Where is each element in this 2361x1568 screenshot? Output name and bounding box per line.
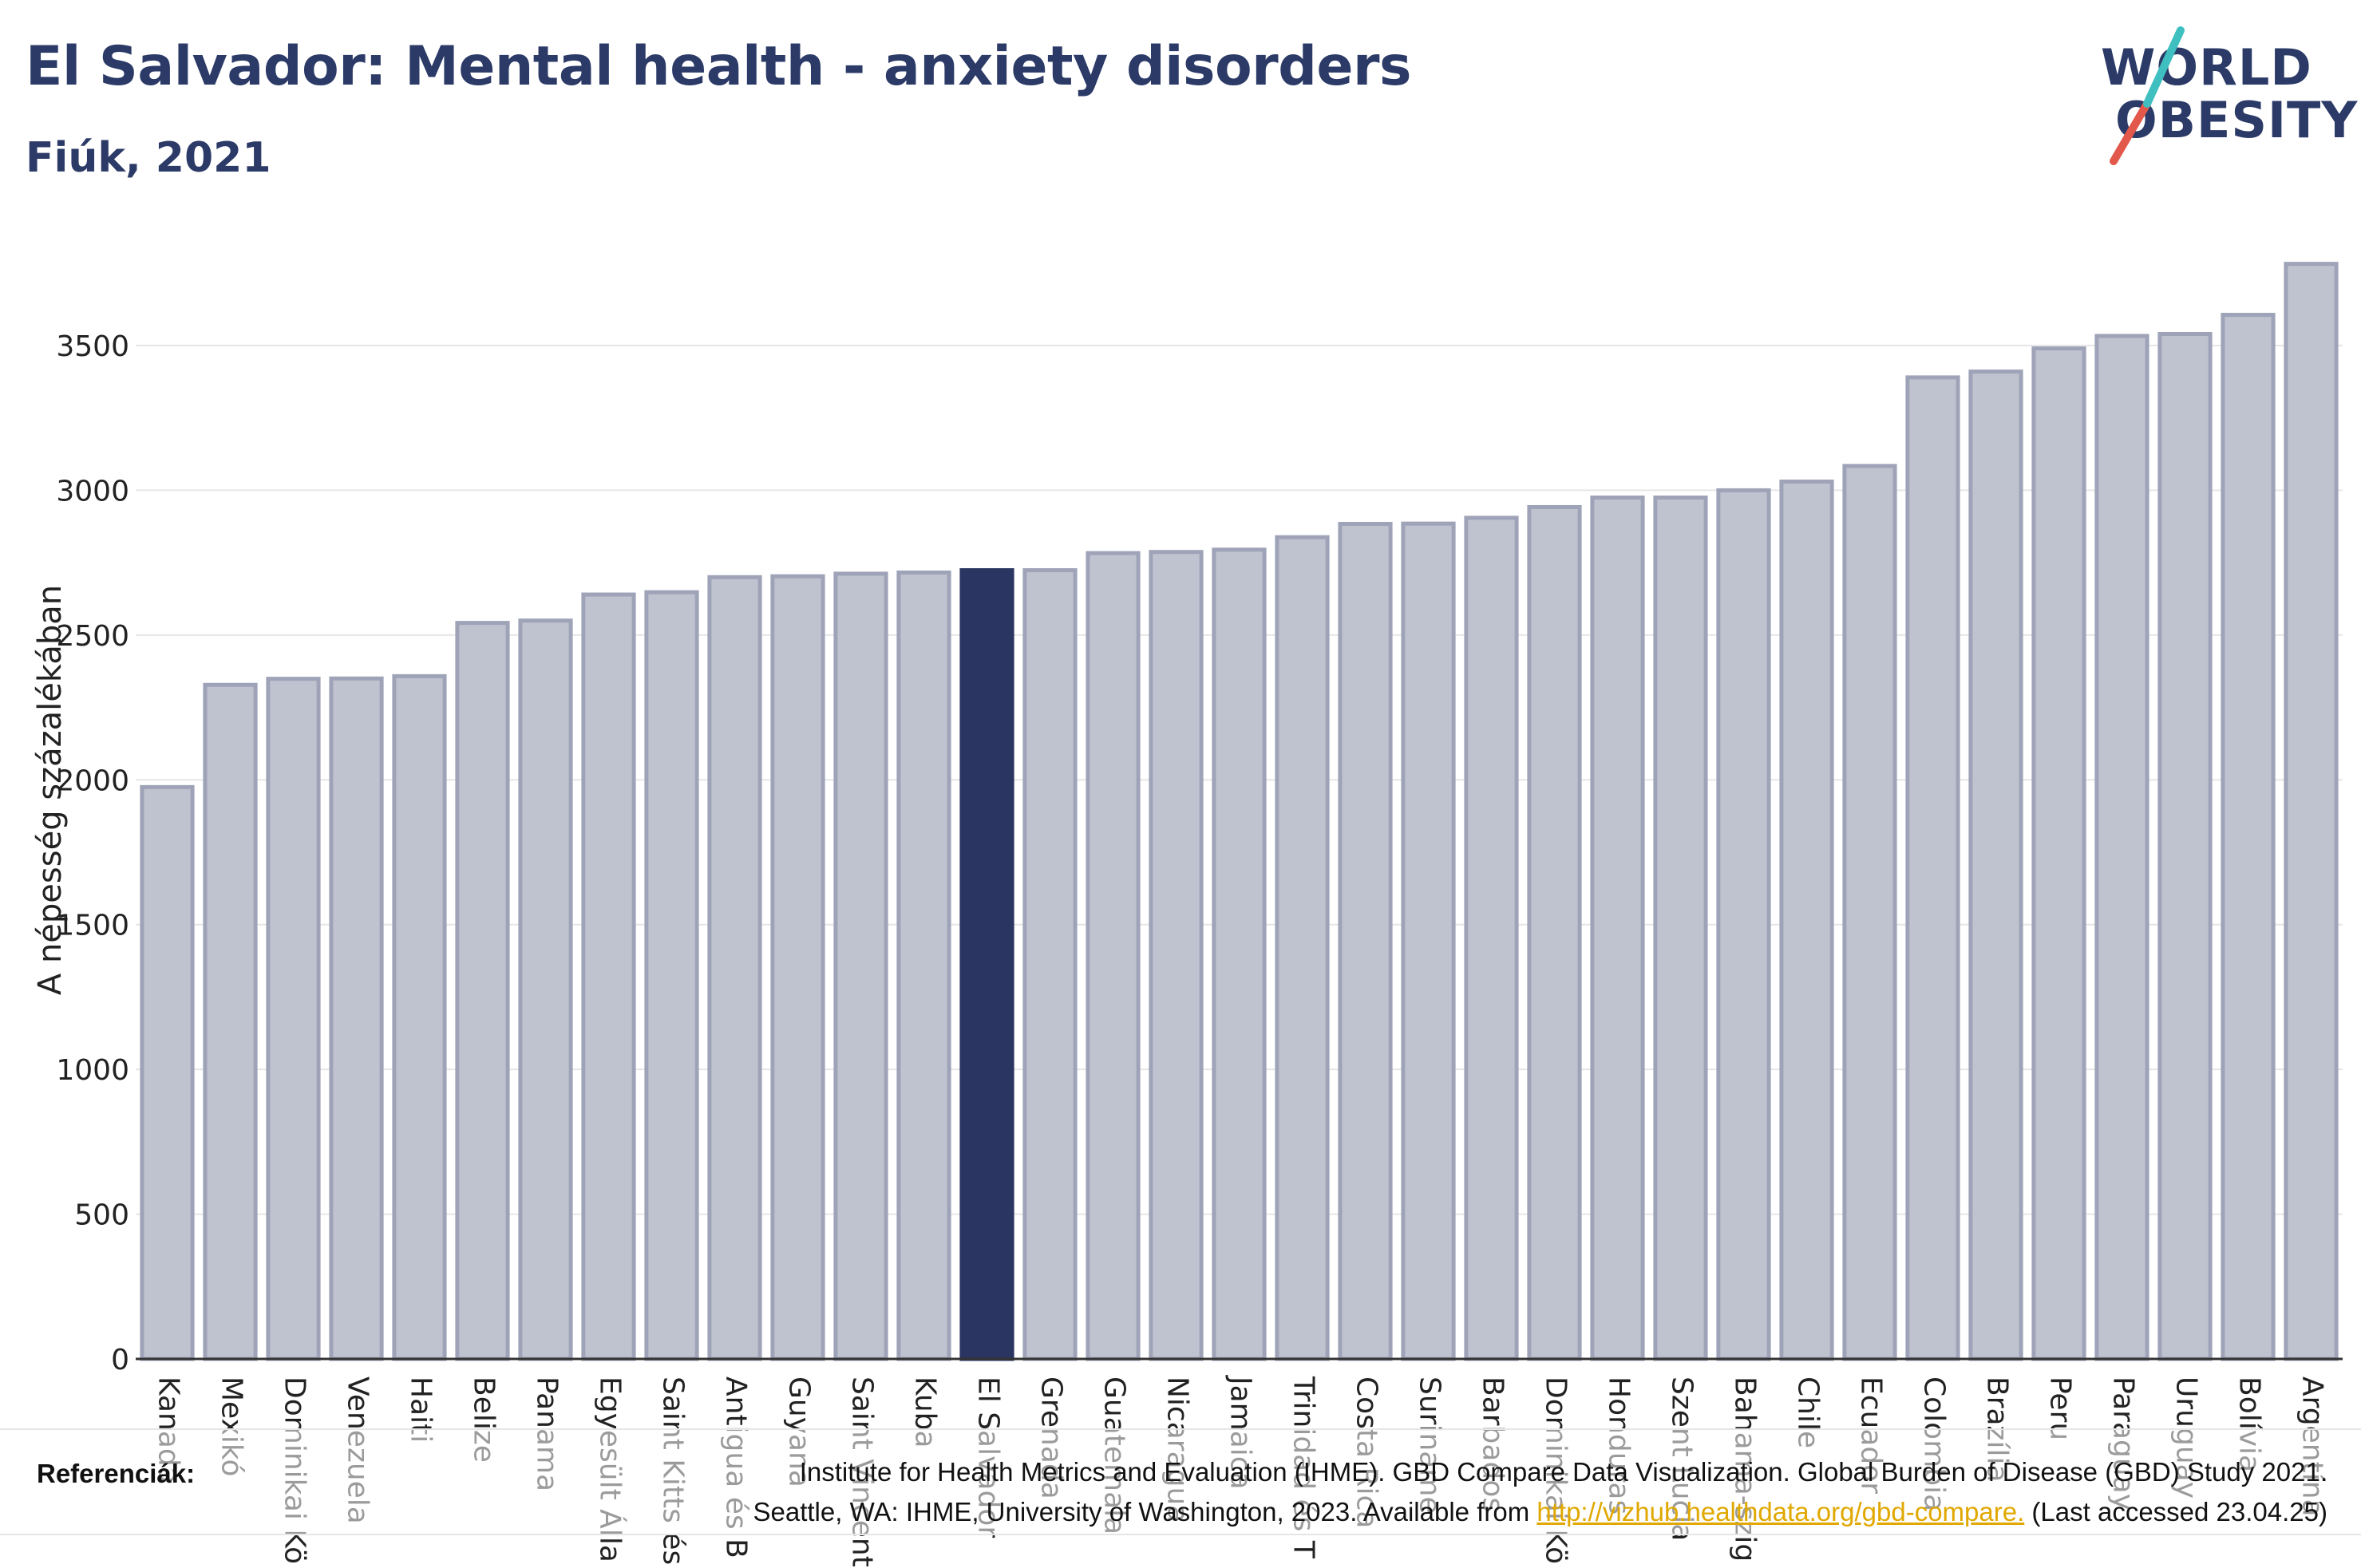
bar [1275,535,1330,1361]
chart-title: El Salvador: Mental health - anxiety dis… [26,35,1412,98]
bar [1086,551,1141,1361]
bar [329,676,384,1361]
logo-word-obesity: OBESITY [2115,91,2359,149]
reference-link[interactable]: http://vizhub.healthdata.org/gbd-compare… [1536,1497,2025,1527]
bar [1905,375,1960,1361]
bar [1590,496,1645,1361]
bar [2094,334,2149,1361]
references-footer: Referenciák: Institute for Health Metric… [0,1428,2361,1535]
reference-line-2-prefix: Seattle, WA: IHME, University of Washing… [753,1497,1537,1527]
bar [644,590,699,1361]
reference-line-1: Institute for Health Metrics and Evaluat… [799,1457,2327,1487]
bar [2284,262,2339,1361]
bar-highlighted [959,568,1014,1361]
y-tick-label: 1000 [56,1054,129,1087]
bar [2031,346,2086,1361]
bar [203,682,258,1361]
bar [518,618,573,1361]
bar [266,677,321,1361]
y-axis-label: A népesség százalékában [32,585,69,995]
bar [1212,547,1267,1361]
bar [2221,313,2276,1361]
chart-subtitle: Fiúk, 2021 [26,134,271,182]
bar [833,571,888,1361]
reference-line-2-suffix: (Last accessed 23.04.25) [2024,1497,2327,1527]
references-text: Institute for Health Metrics and Evaluat… [492,1452,2328,1532]
bar [1149,550,1204,1361]
bar [392,673,447,1361]
bar [770,574,825,1361]
bar [1338,522,1393,1361]
bar [1653,496,1708,1361]
y-tick-label: 2500 [56,620,129,653]
y-tick-label: 0 [111,1344,129,1376]
bar [1716,488,1771,1361]
y-tick-label: 3000 [56,475,129,508]
bar [581,592,636,1361]
bar [1842,464,1897,1361]
bar [1527,504,1582,1361]
bar [1968,369,2023,1361]
y-tick-label: 3500 [56,330,129,363]
bar [1779,480,1834,1361]
reference-line-2: Seattle, WA: IHME, University of Washing… [492,1492,2328,1532]
references-label: Referenciák: [37,1459,196,1488]
bars [140,262,2339,1361]
y-tick-label: 500 [74,1199,129,1232]
bar [896,570,951,1361]
bar [140,784,195,1361]
bar [1022,568,1078,1361]
logo-slash-icon [2110,26,2185,165]
bar [455,621,510,1361]
bar [1401,521,1456,1361]
bar [2157,331,2213,1361]
bar [1464,515,1519,1361]
y-tick-label: 1500 [56,910,129,942]
y-tick-label: 2000 [56,764,129,797]
world-obesity-logo: WORLD OBESITY [2091,24,2357,168]
logo-word-world: WORLD [2101,38,2312,97]
bar [707,575,762,1361]
